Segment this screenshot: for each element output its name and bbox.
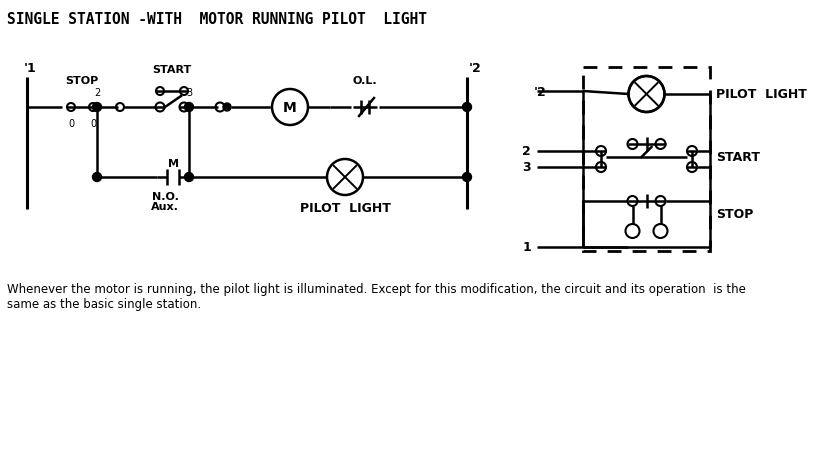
Text: PILOT  LIGHT: PILOT LIGHT: [716, 88, 807, 101]
Circle shape: [93, 103, 101, 112]
Text: 0: 0: [90, 119, 96, 129]
Text: PILOT  LIGHT: PILOT LIGHT: [299, 202, 390, 214]
Text: STOP: STOP: [716, 208, 754, 221]
Circle shape: [184, 173, 193, 182]
Text: M: M: [168, 159, 178, 168]
Text: N.O.: N.O.: [151, 191, 178, 202]
Circle shape: [463, 173, 472, 182]
Text: O.L.: O.L.: [353, 76, 377, 86]
Text: 2: 2: [522, 145, 531, 158]
Circle shape: [93, 173, 101, 182]
Text: 3: 3: [522, 161, 531, 174]
Text: SINGLE STATION -WITH  MOTOR RUNNING PILOT  LIGHT: SINGLE STATION -WITH MOTOR RUNNING PILOT…: [7, 12, 427, 27]
Text: STOP: STOP: [66, 76, 99, 86]
Text: M: M: [283, 101, 297, 115]
Text: 1: 1: [522, 241, 531, 254]
Text: '2: '2: [469, 62, 482, 75]
Text: 2: 2: [94, 88, 100, 98]
Circle shape: [463, 103, 472, 112]
Text: 3: 3: [186, 88, 192, 98]
Circle shape: [184, 103, 193, 112]
Text: START: START: [152, 65, 192, 75]
Text: '1: '1: [24, 62, 37, 75]
Text: '2: '2: [534, 85, 547, 98]
Text: Whenever the motor is running, the pilot light is illuminated. Except for this m: Whenever the motor is running, the pilot…: [7, 282, 746, 310]
Text: START: START: [716, 151, 760, 164]
Text: 0: 0: [68, 119, 74, 129]
Circle shape: [223, 104, 231, 112]
Text: Aux.: Aux.: [151, 202, 179, 212]
